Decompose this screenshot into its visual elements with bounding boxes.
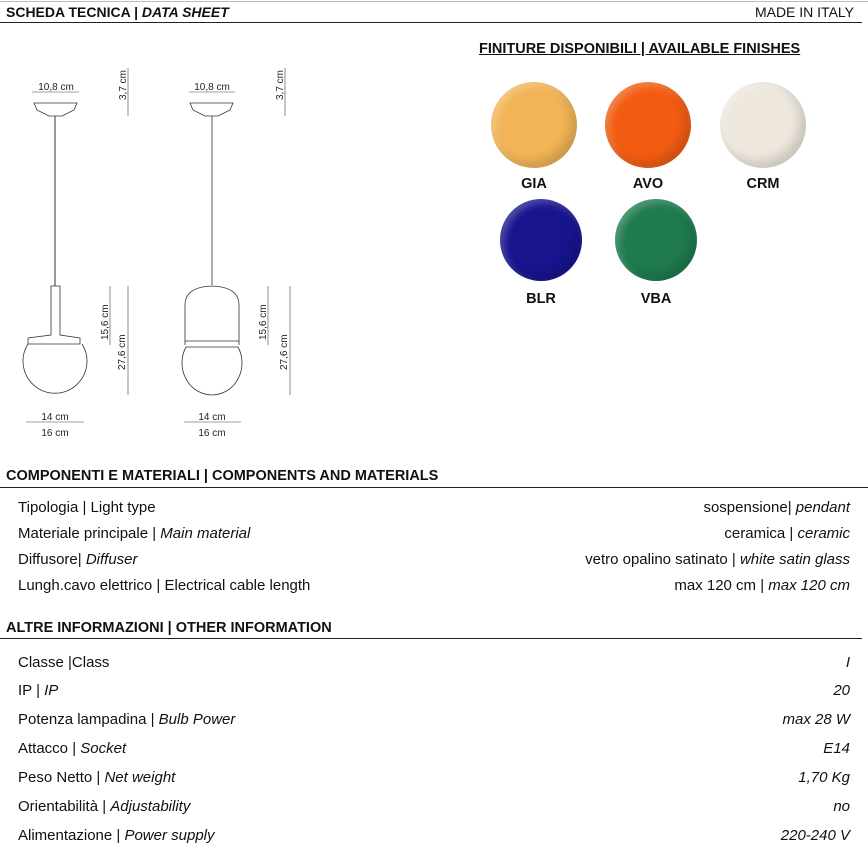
spec-row: IP | IP 20 <box>18 682 850 699</box>
spec-value: I <box>845 654 850 671</box>
drawing-capsule <box>181 102 243 396</box>
spec-label: Tipologia | Light type <box>18 499 156 516</box>
finish-code: VBA <box>640 291 672 307</box>
canopy-height-label: 3,7 cm <box>118 70 129 100</box>
spec-value: 220-240 V <box>780 827 850 844</box>
spec-label: Diffusore| Diffuser <box>18 551 138 568</box>
spec-row: Attacco | Socket E14 <box>18 740 850 757</box>
spec-label: Alimentazione | Power supply <box>18 827 215 844</box>
spec-value: 20 <box>833 682 850 699</box>
spec-row: Tipologia | Light type sospensione| penda… <box>18 499 850 516</box>
inner-width-label-2: 14 cm <box>198 412 225 423</box>
inner-width-label: 14 cm <box>41 412 68 423</box>
shade-height-label-2: 15,6 cm <box>258 304 269 340</box>
spec-value: max 120 cm | max 120 cm <box>674 577 850 594</box>
spec-label: IP | IP <box>18 682 59 699</box>
spec-label: Attacco | Socket <box>18 740 127 757</box>
spec-value: sospensione| pendant <box>703 499 850 516</box>
finish-code: BLR <box>526 291 556 307</box>
canopy-width-label-2: 10,8 cm <box>194 82 230 93</box>
spec-row: Potenza lampadina | Bulb Power max 28 W <box>18 711 850 728</box>
spec-label: Orientabilità | Adjustability <box>18 798 191 815</box>
spec-label: Materiale principale | Main material <box>18 525 251 542</box>
canopy-width-label: 10,8 cm <box>38 82 74 93</box>
finish-swatch-avo <box>605 82 691 168</box>
spec-label: Potenza lampadina | Bulb Power <box>18 711 236 728</box>
finish-swatch-blr <box>500 199 582 281</box>
outer-width-label-2: 16 cm <box>198 428 225 439</box>
top-border <box>0 1 868 2</box>
finish-code: CRM <box>746 176 780 192</box>
canopy-height-label-2: 3,7 cm <box>275 70 286 100</box>
spec-value: E14 <box>823 740 850 757</box>
finish-code: GIA <box>521 176 547 192</box>
spec-value: vetro opalino satinato | white satin gla… <box>585 551 850 568</box>
finish-swatch-gia <box>491 82 577 168</box>
spec-row: Materiale principale | Main material cera… <box>18 525 850 542</box>
spec-row: Orientabilità | Adjustability no <box>18 798 850 815</box>
spec-label: Classe |Class <box>18 654 110 671</box>
spec-value: ceramica | ceramic <box>724 525 850 542</box>
components-divider <box>0 487 868 488</box>
spec-row: Lungh.cavo elettrico | Electrical cable … <box>18 577 850 594</box>
made-in-label: MADE IN ITALY <box>754 4 854 20</box>
finish-swatch-crm <box>720 82 806 168</box>
spec-row: Classe |Class I <box>18 654 850 671</box>
sheet-title: SCHEDA TECNICA | DATA SHEET <box>6 4 229 20</box>
header-divider <box>0 22 862 23</box>
spec-label: Lungh.cavo elettrico | Electrical cable … <box>18 577 311 594</box>
outer-width-label: 16 cm <box>41 428 68 439</box>
spec-row: Diffusore| Diffuser vetro opalino satinat… <box>18 551 850 568</box>
spec-label: Peso Netto | Net weight <box>18 769 176 786</box>
other-info-title: ALTRE INFORMAZIONI | OTHER INFORMATION <box>6 620 332 636</box>
spec-value: 1,70 Kg <box>798 769 850 786</box>
spec-row: Alimentazione | Power supply 220-240 V <box>18 827 850 844</box>
total-height-label: 27,6 cm <box>117 334 128 370</box>
spec-value: no <box>833 798 850 815</box>
shade-height-label: 15,6 cm <box>100 304 111 340</box>
finish-code: AVO <box>632 176 664 192</box>
components-title: COMPONENTI E MATERIALI | COMPONENTS AND … <box>6 468 439 484</box>
finishes-title: FINITURE DISPONIBILI | AVAILABLE FINISHE… <box>479 41 801 57</box>
total-height-label-2: 27,6 cm <box>279 334 290 370</box>
finish-swatch-vba <box>615 199 697 281</box>
other-info-divider <box>0 638 862 639</box>
dimension-drawings: 10,8 cm 10,8 cm 3,7 cm 3,7 cm 15,6 cm 27… <box>22 68 291 439</box>
spec-value: max 28 W <box>782 711 850 728</box>
drawing-globe <box>22 102 88 394</box>
spec-row: Peso Netto | Net weight 1,70 Kg <box>18 769 850 786</box>
